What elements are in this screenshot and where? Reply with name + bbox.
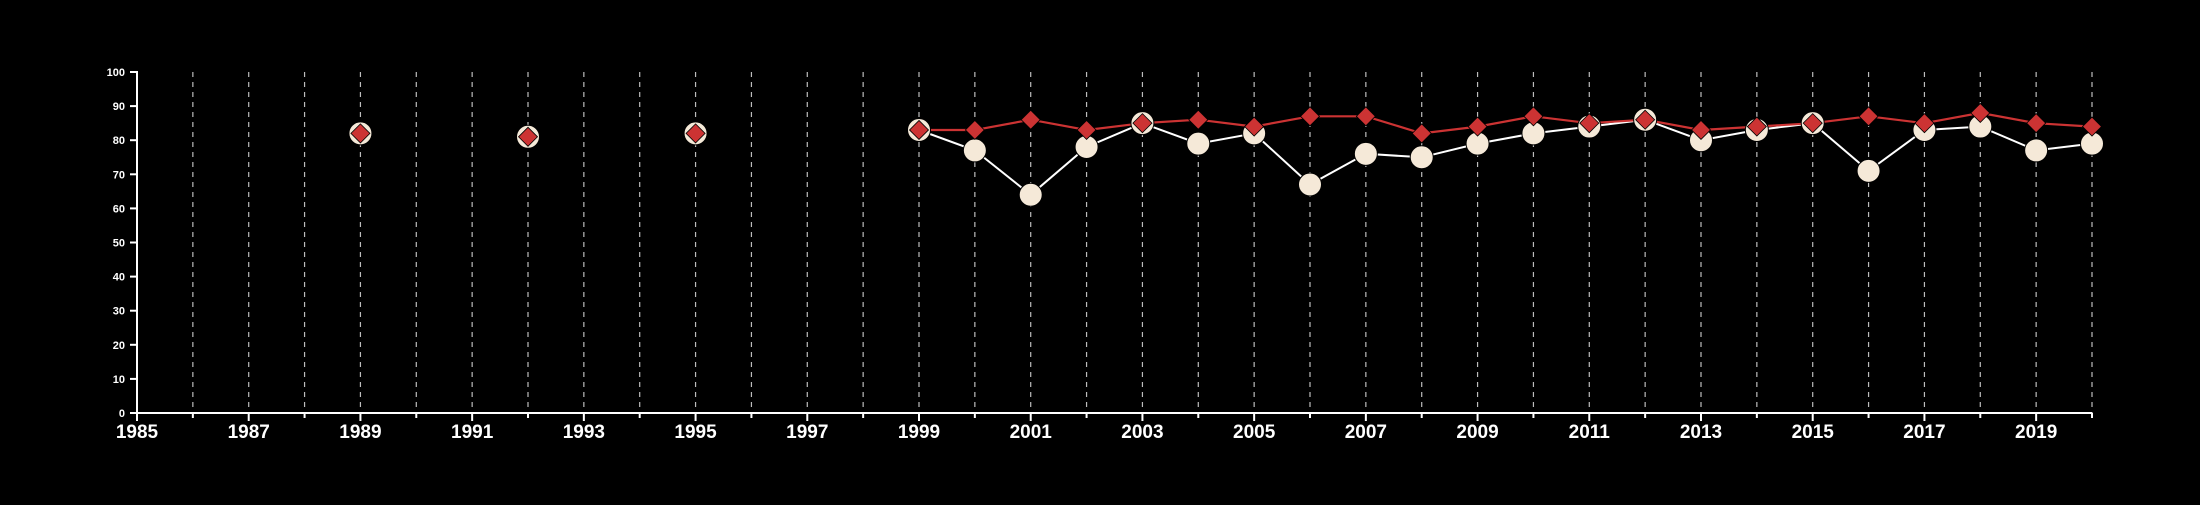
red-point-2013: [1690, 119, 1712, 141]
x-tick-label-2001: 2001: [1010, 422, 1053, 443]
x-tick-label-1989: 1989: [339, 422, 381, 443]
x-tick-label-2005: 2005: [1233, 422, 1276, 443]
y-tick-label-10: 10: [113, 374, 125, 386]
y-tick-label-70: 70: [113, 169, 125, 181]
x-tick-label-1993: 1993: [563, 422, 605, 443]
red-point-2003: [1132, 113, 1153, 134]
red-point-2015: [1802, 113, 1823, 134]
red-point-1999: [908, 119, 930, 141]
y-tick-label-60: 60: [113, 203, 125, 215]
red-point-2014: [1746, 116, 1767, 137]
y-tick-label-0: 0: [119, 408, 125, 420]
white-point-2016: [1856, 158, 1881, 183]
red-point-2016: [1858, 106, 1879, 127]
red-point-1992: [517, 126, 539, 147]
x-tick-label-1985: 1985: [116, 422, 159, 443]
red-point-2012: [1635, 109, 1656, 130]
x-tick-label-1995: 1995: [674, 422, 717, 443]
axes: 0 10 20 30 40 50 60 70 80 90 100 1985 1987 1989 1991 19…: [107, 67, 2093, 443]
x-tick-label-2013: 2013: [1680, 422, 1722, 443]
red-point-1989: [350, 123, 371, 144]
y-tick-label-90: 90: [113, 101, 125, 113]
white-point-2007: [1353, 141, 1378, 166]
red-point-2017: [1914, 113, 1935, 134]
white-point-2006: [1298, 172, 1322, 197]
x-tick-label-1991: 1991: [451, 422, 494, 443]
y-tick-label-100: 100: [107, 67, 125, 79]
white-point-2008: [1409, 145, 1434, 170]
y-tick-label-30: 30: [113, 306, 125, 318]
red-point-2004: [1188, 109, 1209, 130]
y-tick-label-80: 80: [113, 135, 125, 147]
red-point-2009: [1467, 116, 1488, 137]
data-series: [348, 102, 2104, 207]
y-tick-label-40: 40: [113, 272, 125, 284]
red-point-2006: [1299, 106, 1321, 127]
x-tick-label-2003: 2003: [1121, 422, 1163, 443]
x-tick-label-2019: 2019: [2015, 422, 2057, 443]
red-point-2018: [1970, 102, 1991, 123]
x-tick-label-2009: 2009: [1456, 422, 1498, 443]
red-point-2005: [1244, 116, 1265, 137]
red-point-2010: [1523, 106, 1544, 127]
red-point-2019: [2026, 113, 2047, 134]
x-tick-label-2011: 2011: [1569, 422, 1611, 443]
white-point-2000: [962, 138, 987, 163]
white-point-2004: [1186, 131, 1211, 156]
x-tick-label-1999: 1999: [898, 422, 940, 443]
white-series-line-0: [918, 118, 2093, 197]
red-point-2007: [1355, 106, 1376, 127]
red-point-2011: [1579, 113, 1600, 134]
red-point-2008: [1411, 123, 1432, 144]
red-point-2002: [1076, 119, 1097, 141]
x-tick-label-2015: 2015: [1792, 422, 1835, 443]
red-point-1995: [685, 123, 706, 144]
red-point-2000: [964, 119, 985, 141]
x-tick-label-1987: 1987: [228, 422, 270, 443]
x-tick-label-2017: 2017: [1903, 422, 1945, 443]
x-tick-label-2007: 2007: [1345, 422, 1387, 443]
white-point-2001: [1018, 182, 1043, 207]
red-point-2020: [2081, 116, 2103, 137]
y-tick-label-20: 20: [113, 340, 125, 352]
grid-lines: [192, 72, 2093, 413]
red-point-2001: [1020, 109, 1041, 130]
y-tick-label-50: 50: [113, 238, 125, 250]
x-tick-label-1997: 1997: [786, 422, 828, 443]
white-point-2019: [2024, 138, 2049, 163]
red-series-line-0: [919, 111, 2093, 135]
